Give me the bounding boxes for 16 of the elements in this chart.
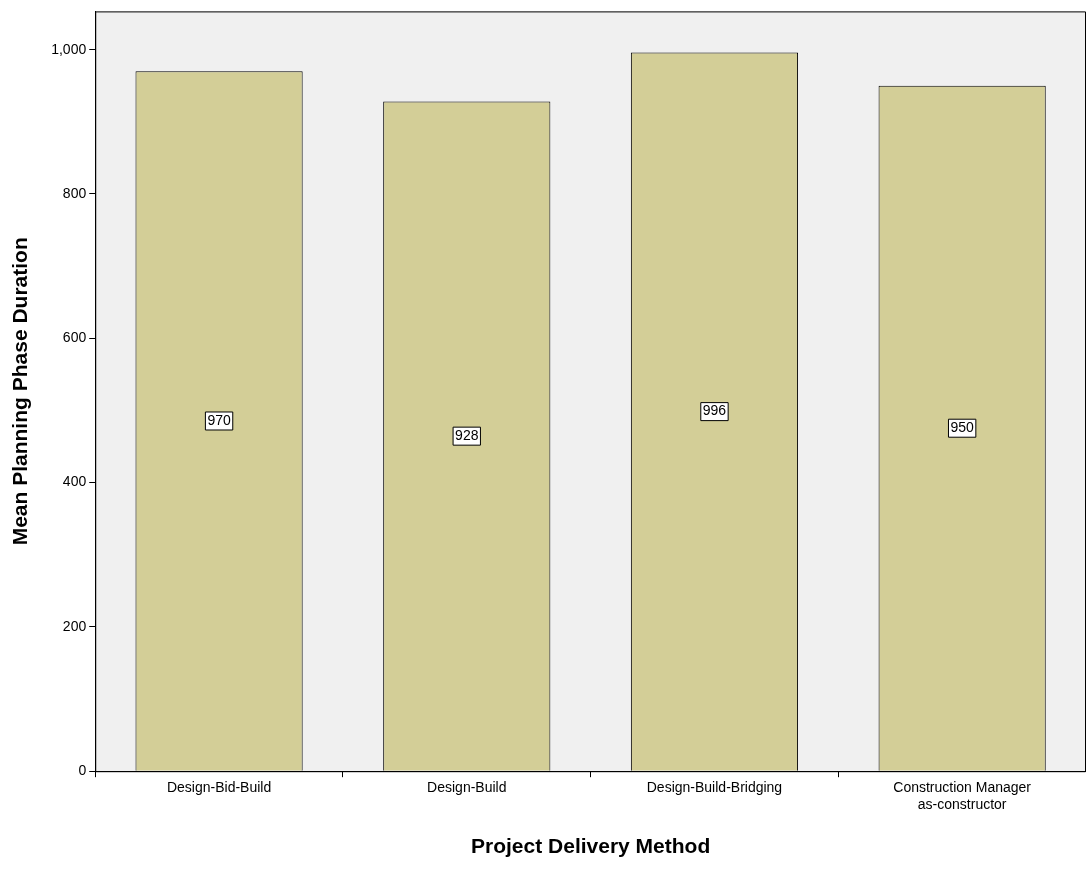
y-tick-label: 1,000 (51, 40, 87, 57)
y-tick-label: 400 (62, 473, 87, 490)
data-label: 950 (950, 419, 975, 436)
data-label: 970 (207, 411, 231, 428)
y-axis-title: Mean Planning Phase Duration (8, 237, 32, 546)
x-tick-label: Construction Manager as-constructor (893, 779, 1032, 813)
y-tick-label: 200 (62, 617, 87, 634)
y-tick-label: 600 (62, 329, 87, 346)
y-tick-label: 0 (78, 762, 87, 779)
y-tick-label: 800 (62, 184, 87, 201)
data-label: 928 (455, 427, 479, 444)
x-tick-label: Design-Build (427, 779, 507, 796)
x-tick-label: Design-Build-Bridging (646, 779, 783, 796)
data-label: 996 (702, 402, 727, 419)
x-tick-label: Design-Bid-Build (166, 779, 272, 796)
x-axis-title: Project Delivery Method (471, 834, 711, 858)
